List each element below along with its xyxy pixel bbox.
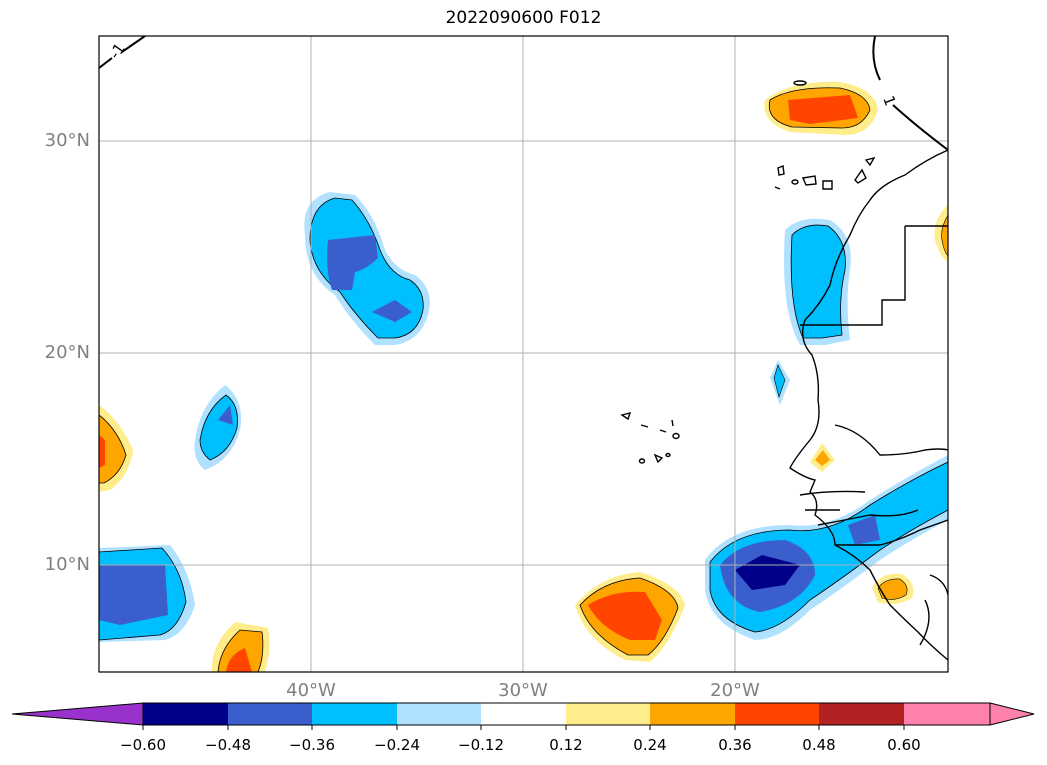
colorbar-tick-label: −0.24 <box>374 736 420 754</box>
colorbar-bin <box>228 703 312 725</box>
colorbar-tick-label: −0.36 <box>289 736 335 754</box>
gridlines <box>99 36 948 672</box>
negative-anomaly-west <box>194 385 241 470</box>
anomaly-field <box>99 81 948 672</box>
positive-anomaly-senegal <box>810 443 835 472</box>
negative-anomaly-west-africa <box>705 455 948 640</box>
lat-label-30n: 30°N <box>44 130 90 151</box>
lon-label-20w: 20°W <box>710 680 760 701</box>
colorbar-tick-label: 0.48 <box>802 736 836 754</box>
map-frame <box>98 35 949 673</box>
contour-lines <box>99 36 948 151</box>
colorbar-bin <box>650 703 735 725</box>
colorbar-tick-label: −0.60 <box>120 736 166 754</box>
colorbar-bin <box>397 703 481 725</box>
colorbar-tick-label: 0.12 <box>549 736 583 754</box>
colorbar-bin <box>312 703 397 725</box>
contour-label-neg: -1 <box>106 40 129 63</box>
lat-label-20n: 20°N <box>44 342 90 363</box>
map-title: 2022090600 F012 <box>445 8 602 28</box>
positive-anomaly-guinea <box>872 573 914 605</box>
coastlines <box>620 80 948 661</box>
colorbar-bin <box>819 703 904 725</box>
positive-anomaly-left-edge <box>99 405 133 492</box>
colorbar-extend-low <box>11 702 144 726</box>
colorbar-tick-label: 0.60 <box>887 736 921 754</box>
positive-anomaly-north <box>764 81 878 135</box>
lon-label-40w: 40°W <box>286 680 336 701</box>
colorbar-bin <box>735 703 819 725</box>
colorbar-tick-label: −0.48 <box>205 736 251 754</box>
colorbar-tick-label: 0.36 <box>718 736 752 754</box>
colorbar-bin <box>143 703 228 725</box>
colorbar-extend-high <box>904 703 1034 725</box>
colorbar-tick-label: 0.24 <box>633 736 667 754</box>
positive-anomaly-central-south <box>575 572 685 662</box>
contour-label-pos: 1 <box>879 93 899 108</box>
colorbar-tick-label: −0.12 <box>458 736 504 754</box>
negative-anomaly-northwest-africa <box>784 218 851 345</box>
colorbar-bin <box>566 703 650 725</box>
colorbar-bin <box>481 703 566 725</box>
negative-anomaly-narrow <box>770 360 790 405</box>
negative-anomaly-southwest <box>99 545 195 642</box>
positive-anomaly-south <box>211 622 270 672</box>
lat-label-10n: 10°N <box>44 554 90 575</box>
colorbar <box>11 702 1035 730</box>
lon-label-30w: 30°W <box>498 680 548 701</box>
positive-anomaly-east-edge <box>934 205 948 262</box>
negative-anomaly-central <box>304 192 430 345</box>
